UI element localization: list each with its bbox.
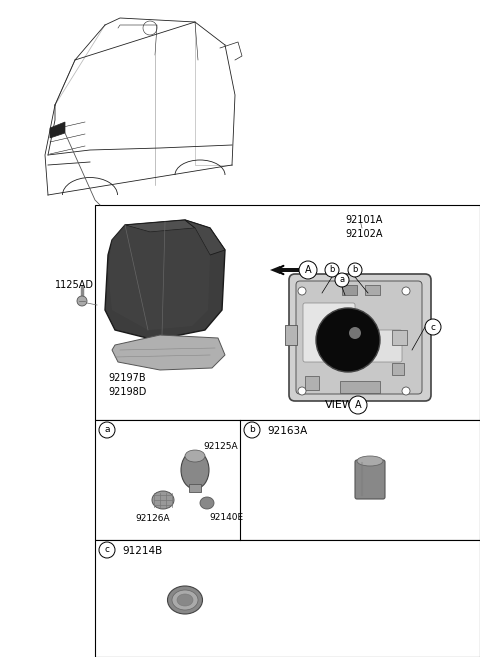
Ellipse shape xyxy=(181,451,209,489)
Polygon shape xyxy=(112,335,225,370)
Bar xyxy=(342,285,357,295)
Circle shape xyxy=(425,319,441,335)
Text: 92101A
92102A: 92101A 92102A xyxy=(345,215,383,239)
Circle shape xyxy=(316,308,380,372)
Circle shape xyxy=(402,387,410,395)
Polygon shape xyxy=(270,266,300,274)
Polygon shape xyxy=(185,220,225,255)
Ellipse shape xyxy=(200,497,214,509)
Bar xyxy=(365,285,380,295)
Bar xyxy=(392,363,404,375)
Text: c: c xyxy=(105,545,109,555)
Polygon shape xyxy=(50,122,65,138)
Ellipse shape xyxy=(185,450,205,462)
Text: 92197B
92198D: 92197B 92198D xyxy=(108,373,146,397)
Text: 91214B: 91214B xyxy=(122,546,162,556)
Circle shape xyxy=(298,387,306,395)
Text: a: a xyxy=(104,426,110,434)
FancyBboxPatch shape xyxy=(289,274,431,401)
Text: 1125AD: 1125AD xyxy=(55,280,94,290)
Bar xyxy=(95,540,480,657)
Text: b: b xyxy=(329,265,335,275)
Ellipse shape xyxy=(357,456,383,466)
Text: b: b xyxy=(249,426,255,434)
Text: A: A xyxy=(305,265,312,275)
Bar xyxy=(340,381,380,393)
Ellipse shape xyxy=(172,590,198,610)
Circle shape xyxy=(349,396,367,414)
Bar xyxy=(285,325,297,345)
Circle shape xyxy=(77,296,87,306)
Text: 92163A: 92163A xyxy=(267,426,307,436)
Bar xyxy=(305,376,319,390)
Text: 92140E: 92140E xyxy=(209,513,243,522)
Circle shape xyxy=(99,542,115,558)
Bar xyxy=(392,330,407,345)
Text: 92126A: 92126A xyxy=(135,514,169,523)
Bar xyxy=(95,205,480,420)
Bar xyxy=(189,484,201,492)
Polygon shape xyxy=(108,225,210,330)
Ellipse shape xyxy=(177,594,193,606)
Circle shape xyxy=(402,287,410,295)
Circle shape xyxy=(335,273,349,287)
Ellipse shape xyxy=(152,491,174,509)
Circle shape xyxy=(325,263,339,277)
Text: a: a xyxy=(339,275,345,284)
Text: VIEW: VIEW xyxy=(325,400,354,410)
Bar xyxy=(95,420,480,540)
Circle shape xyxy=(99,422,115,438)
FancyBboxPatch shape xyxy=(303,303,355,362)
Ellipse shape xyxy=(168,586,203,614)
Circle shape xyxy=(299,261,317,279)
Circle shape xyxy=(298,287,306,295)
Text: c: c xyxy=(431,323,435,332)
Polygon shape xyxy=(125,220,195,232)
Circle shape xyxy=(348,263,362,277)
FancyBboxPatch shape xyxy=(296,281,422,394)
FancyBboxPatch shape xyxy=(355,460,385,499)
Circle shape xyxy=(244,422,260,438)
Text: b: b xyxy=(352,265,358,275)
Circle shape xyxy=(349,327,361,339)
Text: 92125A: 92125A xyxy=(203,442,238,451)
FancyBboxPatch shape xyxy=(350,330,402,362)
Text: A: A xyxy=(355,400,361,410)
Polygon shape xyxy=(105,220,225,340)
